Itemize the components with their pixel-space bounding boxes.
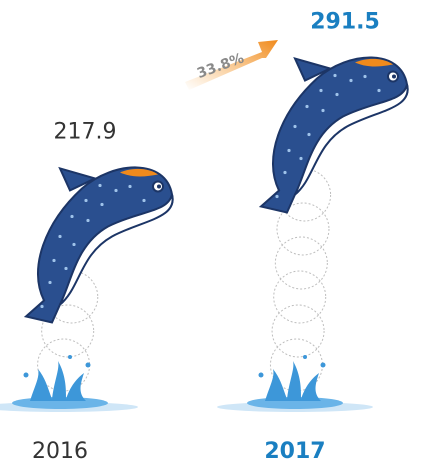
category-label: 2017 [264,439,325,464]
page: {"chart_data": {"type": "pictorial", "ca… [0,0,446,471]
splash [0,355,138,412]
splash [217,355,373,412]
chart: 33.8% 217.9 2016 291.5 2017 [0,0,446,471]
trail-circle [272,305,324,357]
whale [261,57,408,212]
category-label: 2016 [32,439,88,464]
growth-label: 33.8% [195,50,246,82]
value-label: 291.5 [310,9,380,34]
value-label: 217.9 [54,119,117,144]
trail-circle [274,271,326,323]
whale [26,167,173,322]
trail-circle [275,237,327,289]
